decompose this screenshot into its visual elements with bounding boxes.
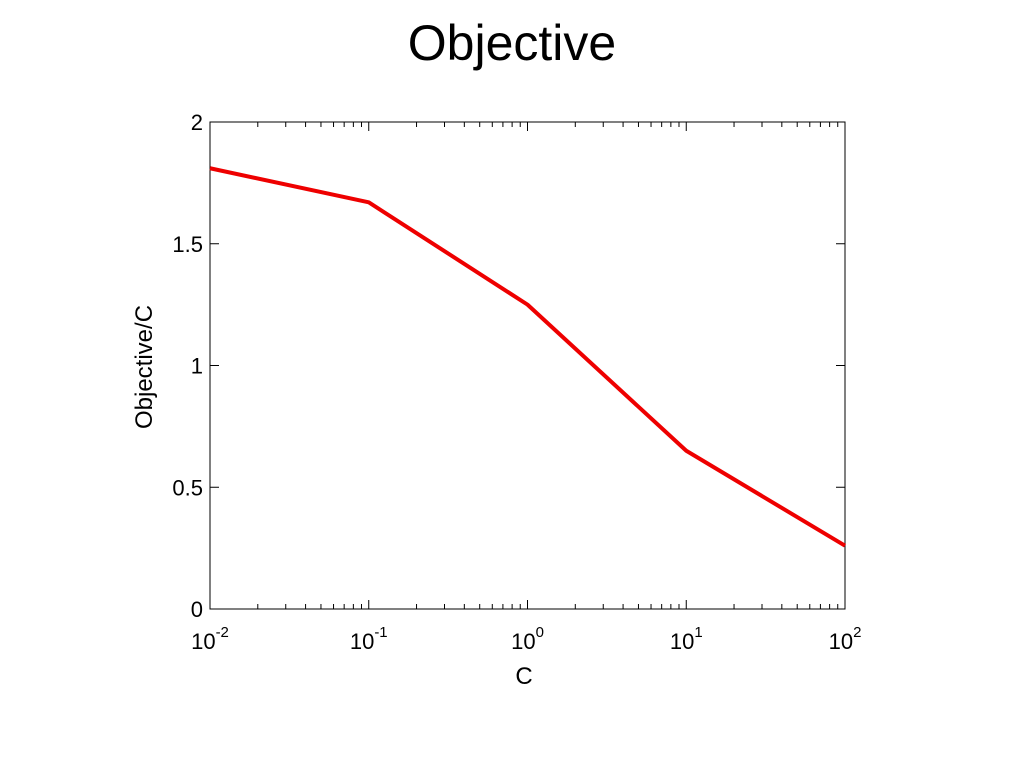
y-tick-label: 2 (191, 110, 203, 135)
x-tick-label: 10-1 (350, 624, 388, 654)
x-tick-base: 10 (350, 629, 374, 654)
y-tick-label: 1 (191, 354, 203, 379)
x-tick-label: 101 (670, 624, 703, 654)
x-tick-base: 10 (829, 629, 853, 654)
x-axis-label: C (515, 663, 532, 690)
y-tick-label: 0.5 (172, 475, 203, 500)
y-tick-label: 1.5 (172, 232, 203, 257)
series-line (209, 166, 847, 548)
x-tick-exponent: -2 (216, 624, 229, 641)
x-tick-exponent: 0 (536, 624, 544, 641)
y-tick-label: 0 (191, 597, 203, 622)
x-tick-base: 10 (191, 629, 215, 654)
x-tick-label: 10-2 (191, 624, 229, 654)
x-tick-exponent: 1 (694, 624, 702, 641)
x-tick-label: 102 (829, 624, 862, 654)
x-tick-exponent: 2 (853, 624, 861, 641)
x-tick-exponent: -1 (374, 624, 387, 641)
x-tick-base: 10 (511, 629, 535, 654)
y-axis-label: Objective/C (131, 305, 158, 429)
plot-frame (209, 121, 846, 610)
x-tick-base: 10 (670, 629, 694, 654)
chart-title: Objective (408, 15, 616, 71)
x-tick-label: 100 (511, 624, 544, 654)
